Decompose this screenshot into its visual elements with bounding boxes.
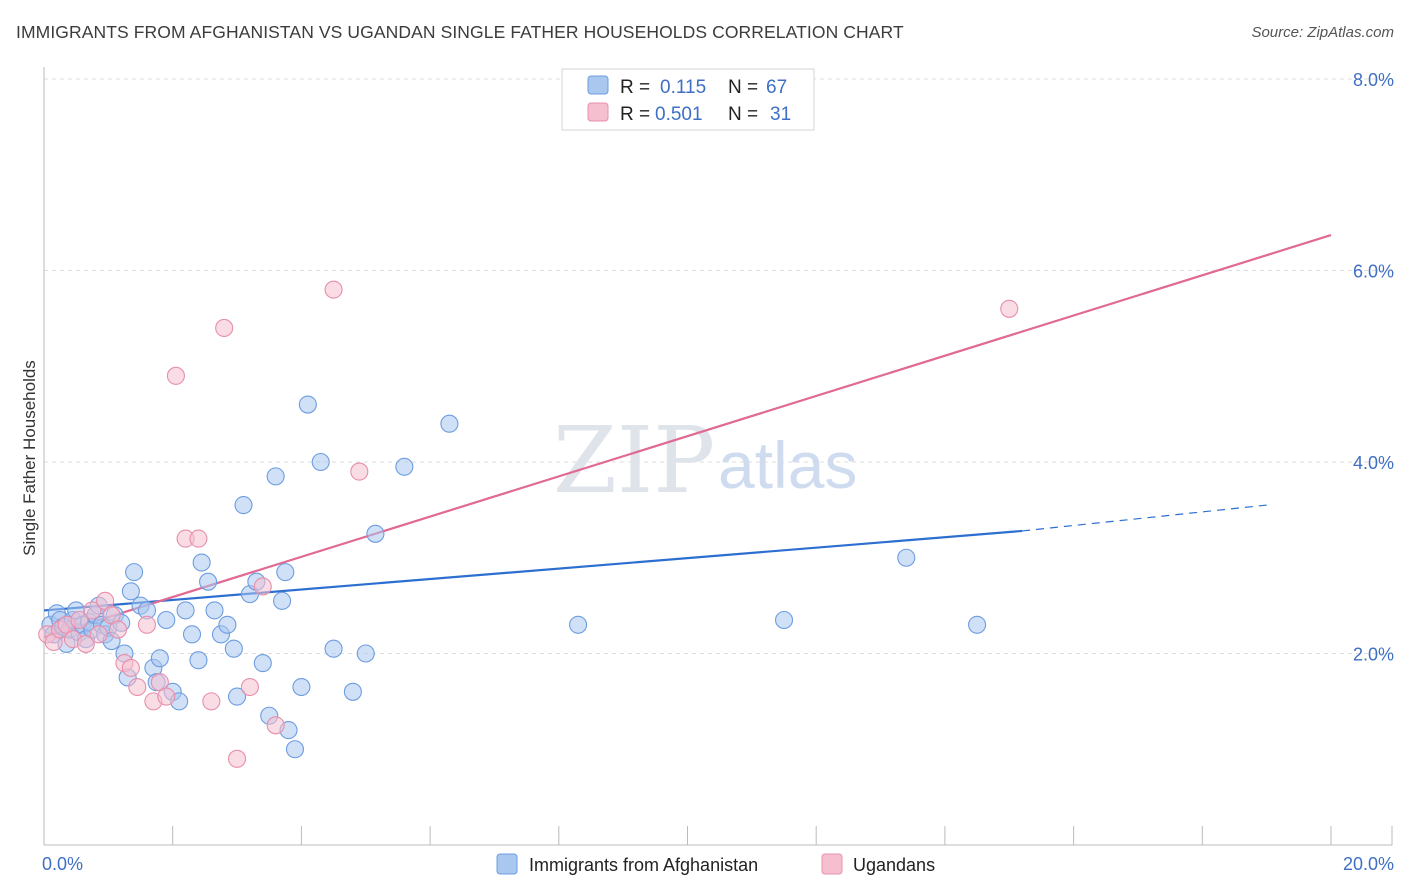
data-point-pink [83, 601, 102, 620]
y-axis-title: Single Father Households [20, 360, 39, 556]
data-point-blue [774, 610, 794, 630]
y-tick-label: 4.0% [1353, 453, 1394, 473]
source-credit: Source: ZipAtlas.com [1251, 24, 1394, 41]
legend-r-value-pink: 0.501 [655, 104, 703, 125]
data-point-blue [440, 414, 459, 433]
y-tick-labels: 2.0% 4.0% 6.0% 8.0% [1353, 70, 1394, 665]
data-point-blue [897, 548, 916, 567]
data-point-pink [166, 366, 185, 385]
y-tick-label: 8.0% [1353, 70, 1394, 90]
data-point-blue [311, 452, 330, 472]
data-point-pink [202, 692, 221, 711]
data-point-blue [176, 601, 195, 620]
grid-lines [44, 78, 1392, 654]
data-point-blue [121, 582, 140, 601]
legend-n-value-pink: 31 [770, 104, 791, 125]
trend-line-extension-blue [1022, 504, 1267, 532]
data-point-pink [76, 634, 95, 653]
series-legend-swatch-blue [496, 853, 518, 875]
data-point-pink [121, 658, 140, 677]
data-point-pink [215, 318, 234, 338]
data-point-blue [150, 649, 169, 668]
series-legend-swatch-pink [821, 853, 843, 875]
trend-lines [43, 234, 1332, 639]
legend-n-label: N = [728, 104, 758, 125]
trend-line-pink [43, 234, 1332, 639]
legend-r-value-blue: 0.115 [660, 77, 706, 98]
x-tick-label: 20.0% [1343, 854, 1394, 874]
data-point-pink [228, 749, 247, 768]
data-point-pink [128, 677, 147, 697]
data-point-blue [366, 524, 385, 543]
series-legend: Immigrants from Afghanistan Ugandans [496, 853, 935, 875]
data-point-blue [569, 615, 588, 634]
data-point-pink [108, 620, 128, 639]
legend-swatch-pink [587, 102, 609, 122]
data-point-blue [395, 457, 414, 476]
x-tick-labels: 0.0% 20.0% [42, 854, 1394, 874]
legend-swatch-blue [587, 75, 609, 95]
legend-n-label: N = [728, 77, 758, 98]
data-point-pink [70, 610, 89, 630]
data-point-pink [189, 529, 208, 548]
data-point-pink [324, 280, 343, 299]
legend-r-label: R = [620, 77, 650, 98]
data-point-blue [218, 615, 237, 634]
data-point-blue [285, 740, 305, 759]
data-point-blue [292, 677, 311, 697]
legend-n-value-blue: 67 [766, 77, 787, 98]
data-point-blue [199, 572, 218, 591]
y-tick-label: 2.0% [1353, 645, 1394, 665]
data-point-blue [298, 395, 317, 414]
series-legend-label-afghanistan: Immigrants from Afghanistan [529, 855, 758, 875]
data-point-pink [1000, 299, 1019, 318]
data-point-blue [276, 563, 295, 582]
data-point-blue [224, 639, 243, 658]
watermark: ZIP atlas [553, 407, 857, 514]
data-point-blue [182, 625, 202, 644]
chart-title: IMMIGRANTS FROM AFGHANISTAN VS UGANDAN S… [16, 22, 904, 42]
data-point-blue [324, 639, 343, 658]
data-point-blue [125, 563, 144, 582]
legend-r-label: R = [620, 104, 650, 125]
data-point-blue [234, 496, 253, 515]
data-point-blue [343, 682, 362, 701]
data-point-pink [350, 462, 369, 481]
data-points [38, 280, 1019, 768]
series-legend-label-ugandans: Ugandans [853, 855, 935, 875]
data-point-pink [253, 577, 272, 596]
correlation-legend: R = 0.115 N = 67 R = 0.501 N = 31 [561, 68, 815, 131]
data-point-blue [192, 553, 211, 572]
data-point-pink [89, 625, 108, 644]
watermark-zip: ZIP [553, 407, 715, 514]
data-point-blue [356, 644, 375, 663]
watermark-atlas: atlas [718, 428, 857, 502]
data-point-blue [273, 591, 292, 610]
data-point-pink [266, 716, 285, 735]
data-point-blue [157, 610, 176, 630]
data-point-blue [189, 651, 208, 670]
y-tick-label: 6.0% [1353, 262, 1394, 282]
data-point-blue [205, 601, 224, 620]
trend-line-blue [43, 529, 1023, 612]
data-point-blue [253, 654, 272, 673]
axes [43, 67, 1393, 846]
data-point-blue [266, 467, 285, 486]
data-point-pink [137, 615, 157, 634]
data-point-blue [968, 615, 987, 634]
x-tick-label: 0.0% [42, 854, 83, 874]
data-point-blue [228, 687, 247, 706]
data-point-pink [240, 677, 259, 697]
data-point-pink [157, 687, 176, 706]
